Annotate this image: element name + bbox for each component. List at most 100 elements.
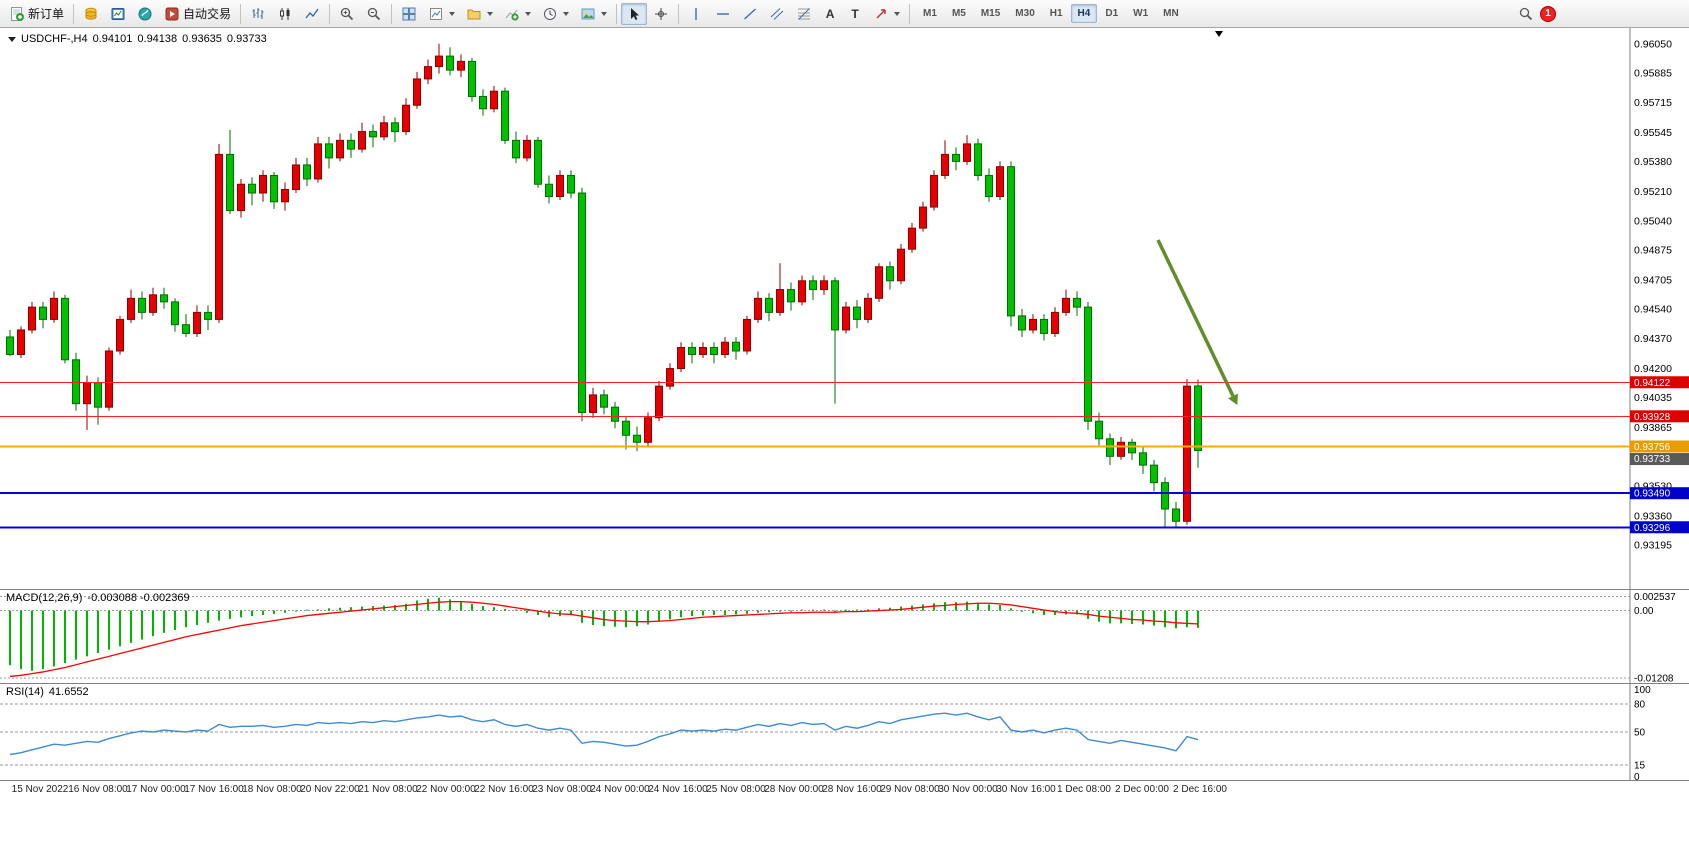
svg-text:0.94875: 0.94875 (1634, 245, 1672, 257)
timeframe-mn-button[interactable]: MN (1163, 8, 1179, 19)
search-button[interactable] (1513, 3, 1539, 25)
zoom-out-button[interactable] (361, 3, 387, 25)
notification-badge[interactable]: 1 (1540, 5, 1556, 22)
zoom-in-icon (339, 6, 355, 22)
dropdown-arrow-icon (449, 11, 456, 16)
trend-arrow-head (1228, 393, 1238, 406)
svg-text:23 Nov 08:00: 23 Nov 08:00 (532, 784, 592, 795)
vertical-line-tool-button[interactable] (683, 3, 709, 25)
svg-text:17 Nov 00:00: 17 Nov 00:00 (126, 784, 186, 795)
tile-windows-icon (401, 6, 417, 22)
svg-text:18 Nov 08:00: 18 Nov 08:00 (242, 784, 302, 795)
periods-button[interactable] (537, 3, 574, 25)
arrow-object-icon (873, 6, 889, 22)
svg-text:16 Nov 08:00: 16 Nov 08:00 (68, 784, 128, 795)
svg-text:15: 15 (1634, 760, 1646, 771)
timeframe-m5-button[interactable]: M5 (951, 8, 966, 19)
timeframe-m30-button[interactable]: M30 (1015, 8, 1035, 19)
templates-button[interactable] (575, 3, 612, 25)
timeframe-m1-button[interactable]: M1 (923, 8, 937, 19)
candlestick-chart-button[interactable] (272, 3, 298, 25)
svg-text:30 Nov 16:00: 30 Nov 16:00 (996, 784, 1056, 795)
market-watch-button[interactable] (78, 3, 104, 25)
svg-text:29 Nov 08:00: 29 Nov 08:00 (880, 784, 940, 795)
text-tool-icon: A (825, 6, 835, 21)
svg-text:0: 0 (1634, 772, 1640, 783)
cursor-tool-button[interactable] (621, 2, 648, 25)
timeframe-h1-button[interactable]: H1 (1049, 8, 1063, 19)
svg-text:15 Nov 2022: 15 Nov 2022 (12, 784, 69, 795)
bar-chart-button[interactable] (245, 3, 271, 25)
channel-tool-button[interactable] (764, 3, 790, 25)
svg-text:100: 100 (1634, 685, 1651, 696)
dropdown-arrow-icon (601, 11, 608, 16)
auto-trading-button[interactable]: 自动交易 (159, 3, 236, 25)
crosshair-tool-button[interactable] (648, 3, 674, 25)
indicators-icon (504, 6, 520, 22)
svg-text:0.95545: 0.95545 (1634, 127, 1672, 139)
tile-windows-button[interactable] (396, 3, 422, 25)
strategy-tester-icon (137, 6, 153, 22)
strategy-tester-button[interactable] (132, 3, 158, 25)
terminal-icon (110, 6, 126, 22)
periods-clock-icon (542, 6, 558, 22)
label-tool-icon: T (851, 6, 859, 21)
timeframe-w1-button[interactable]: W1 (1133, 8, 1149, 19)
timeframe-group: M1 M5 M15 M30 H1 H4 D1 W1 MN (916, 4, 1186, 23)
text-tool-button[interactable]: A (818, 3, 842, 25)
indicators-button[interactable] (499, 3, 536, 25)
timeframe-m15-button[interactable]: M15 (980, 8, 1001, 19)
svg-text:0.96050: 0.96050 (1634, 38, 1672, 50)
svg-text:25 Nov 08:00: 25 Nov 08:00 (706, 784, 766, 795)
timeframe-h4-button[interactable]: H4 (1070, 4, 1098, 23)
svg-text:0.93865: 0.93865 (1634, 422, 1672, 434)
horizontal-lines[interactable]: 0.94122 0.93928 0.93756 0.93490 0.93296 (0, 376, 1689, 534)
svg-text:0.95380: 0.95380 (1634, 156, 1672, 168)
search-icon (1518, 6, 1534, 22)
svg-text:0.94122: 0.94122 (1634, 378, 1671, 389)
label-tool-button[interactable]: T (843, 3, 867, 25)
main-toolbar: 新订单 自动交易 A T M1 M5 M15 M30 H1 H4 D1 W1 MN 1 (0, 0, 1689, 28)
new-order-button[interactable]: 新订单 (4, 3, 69, 25)
svg-text:-0.01208: -0.01208 (1634, 673, 1674, 684)
profiles-button[interactable] (461, 3, 498, 25)
terminal-button[interactable] (105, 3, 131, 25)
fibonacci-tool-button[interactable] (791, 3, 817, 25)
vertical-line-icon (688, 6, 704, 22)
svg-text:1 Dec 08:00: 1 Dec 08:00 (1057, 784, 1111, 795)
timeframe-d1-button[interactable]: D1 (1105, 8, 1119, 19)
chart-shift-marker-icon[interactable] (1215, 31, 1223, 37)
line-chart-button[interactable] (299, 3, 325, 25)
chart-symbol-period: USDCHF-,H4 (21, 33, 88, 45)
svg-text:80: 80 (1634, 699, 1646, 710)
svg-text:0.00: 0.00 (1634, 606, 1654, 617)
market-watch-icon (83, 6, 99, 22)
svg-text:0.93490: 0.93490 (1634, 489, 1671, 500)
svg-text:24 Nov 16:00: 24 Nov 16:00 (648, 784, 708, 795)
trendline-icon (742, 6, 758, 22)
trendline-tool-button[interactable] (737, 3, 763, 25)
zoom-out-icon (366, 6, 382, 22)
bar-chart-icon (250, 6, 266, 22)
rsi-value: 41.6552 (48, 686, 89, 698)
rsi-header: RSI(14) 41.6552 (6, 686, 89, 698)
horizontal-line-icon (715, 6, 731, 22)
trend-arrow[interactable] (1156, 239, 1235, 397)
svg-text:22 Nov 00:00: 22 Nov 00:00 (416, 784, 476, 795)
horizontal-line-tool-button[interactable] (710, 3, 736, 25)
new-order-label: 新订单 (28, 7, 65, 21)
auto-trading-label: 自动交易 (183, 7, 232, 21)
dropdown-arrow-icon (894, 11, 901, 16)
svg-text:0.94035: 0.94035 (1634, 392, 1672, 404)
zoom-in-button[interactable] (334, 3, 360, 25)
candles-layer (6, 43, 1202, 529)
dropdown-arrow-icon (487, 11, 494, 16)
new-chart-button[interactable] (423, 3, 460, 25)
arrows-tool-button[interactable] (868, 3, 905, 25)
symbol-collapse-icon[interactable] (8, 36, 16, 42)
macd-signal-line (9, 600, 1199, 678)
pane-borders (0, 28, 1689, 781)
svg-text:50: 50 (1634, 728, 1646, 739)
